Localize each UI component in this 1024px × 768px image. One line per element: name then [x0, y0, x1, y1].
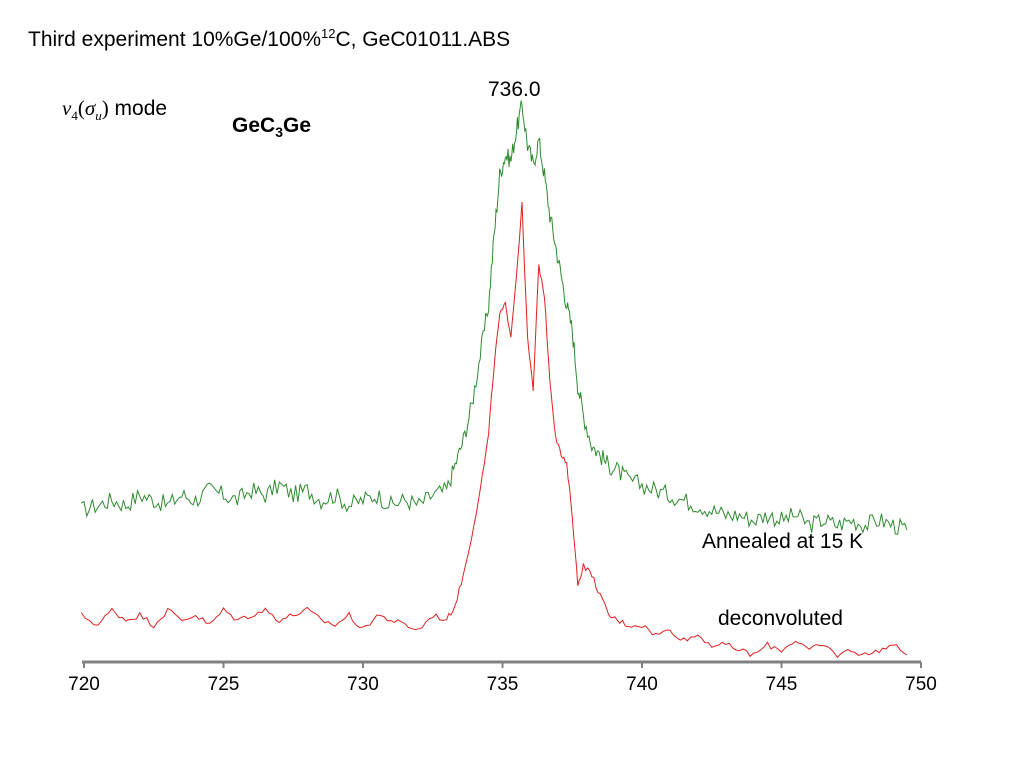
title-text-before: Third experiment 10%Ge/100%: [28, 28, 321, 51]
open-paren: (: [77, 96, 85, 120]
series-line-annealed: [80, 100, 908, 535]
molecule-part1: GeC: [232, 114, 276, 137]
plot-area: 720 725 730 735 740 745 750: [68, 100, 937, 695]
molecule-subscript: 3: [275, 124, 283, 141]
title-superscript: 12: [321, 26, 336, 41]
sigma-subscript: u: [95, 108, 102, 124]
nu-symbol: ν: [62, 96, 72, 120]
x-tick-label: 745: [766, 674, 798, 695]
x-tick-label: 750: [905, 674, 937, 695]
title-text-after: C, GeC01011.ABS: [335, 28, 511, 51]
x-tick-label: 735: [487, 674, 519, 695]
molecule-part2: Ge: [282, 114, 311, 137]
legend-annealed: Annealed at 15 K: [702, 530, 864, 553]
sigma-symbol: σ: [84, 96, 96, 120]
nu-subscript: 4: [71, 108, 78, 124]
series-line-deconvoluted: [80, 201, 908, 659]
x-tick-label: 740: [626, 674, 658, 695]
close-paren: ): [101, 96, 109, 120]
x-tick-label: 730: [347, 674, 379, 695]
legend-deconvoluted: deconvoluted: [718, 607, 843, 630]
mode-label: ν4(σu) mode: [62, 96, 167, 124]
x-tick-label: 725: [208, 674, 240, 695]
molecule-label: GeC3Ge: [232, 114, 311, 140]
mode-word: mode: [108, 97, 168, 120]
peak-label: 736.0: [488, 78, 541, 101]
x-tick-label: 720: [68, 674, 100, 695]
chart-title: Third experiment 10%Ge/100%12C, GeC01011…: [28, 26, 510, 52]
